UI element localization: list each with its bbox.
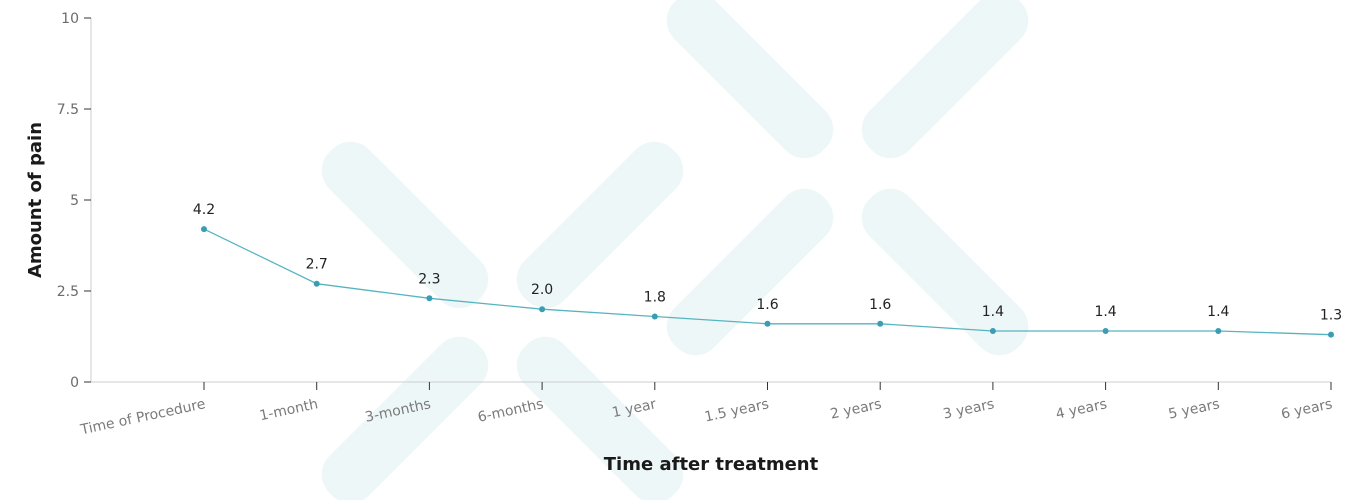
data-point	[539, 306, 546, 313]
watermark-bar	[516, 336, 684, 500]
watermark-bar	[861, 188, 1029, 356]
watermark-logo	[321, 0, 1029, 500]
data-label: 1.8	[644, 289, 666, 305]
data-point	[313, 280, 320, 287]
y-tick-label: 7.5	[57, 102, 79, 118]
x-tick-label: 4 years	[1054, 396, 1108, 422]
x-tick-label: 1-month	[258, 396, 319, 424]
y-tick-label: 0	[70, 375, 79, 391]
data-point	[764, 320, 771, 327]
x-tick-label: Time of Procedure	[78, 396, 207, 438]
data-label: 1.6	[756, 297, 778, 313]
data-label: 1.4	[982, 304, 1004, 320]
y-tick-label: 10	[61, 11, 79, 27]
x-tick-label: 6 years	[1280, 396, 1334, 422]
data-label: 4.2	[193, 202, 215, 218]
data-point	[877, 320, 884, 327]
x-tick-label: 2 years	[829, 396, 883, 422]
y-tick-label: 2.5	[57, 284, 79, 300]
x-tick-label: 3 years	[942, 396, 996, 422]
watermark-bar	[666, 0, 834, 159]
data-label: 1.6	[869, 297, 891, 313]
y-axis: 0 2.5 5 7.5 10	[57, 11, 92, 391]
data-label: 2.3	[418, 271, 440, 287]
x-tick-label: 1.5 years	[703, 396, 770, 425]
y-tick-label: 5	[70, 193, 79, 209]
x-axis: Time of Procedure 1-month 3-months 6-months…	[78, 381, 1334, 439]
data-point	[989, 328, 996, 335]
data-label: 2.0	[531, 282, 553, 298]
y-axis-title: Amount of pain	[25, 122, 46, 278]
watermark-bar	[666, 188, 834, 356]
watermark-bar	[861, 0, 1029, 159]
data-point	[1215, 328, 1222, 335]
x-tick-label: 6-months	[476, 396, 545, 426]
data-point	[1328, 331, 1334, 338]
x-tick-label: 5 years	[1167, 396, 1221, 422]
watermark-bar	[321, 336, 489, 500]
data-labels: 4.2 2.7 2.3 2.0 1.8 1.6 1.6 1.4 1.4 1.4 1.3	[193, 202, 1342, 324]
data-point	[201, 226, 207, 233]
data-point	[1102, 328, 1109, 335]
watermark-bar	[321, 141, 489, 309]
data-label: 1.3	[1320, 308, 1342, 324]
data-point	[651, 313, 658, 320]
data-label: 1.4	[1094, 304, 1116, 320]
series-line-group	[201, 226, 1334, 338]
data-point	[426, 295, 433, 302]
watermark-bar	[516, 141, 684, 309]
data-label: 1.4	[1207, 304, 1229, 320]
x-axis-title: Time after treatment	[604, 454, 819, 475]
data-label: 2.7	[306, 257, 328, 273]
